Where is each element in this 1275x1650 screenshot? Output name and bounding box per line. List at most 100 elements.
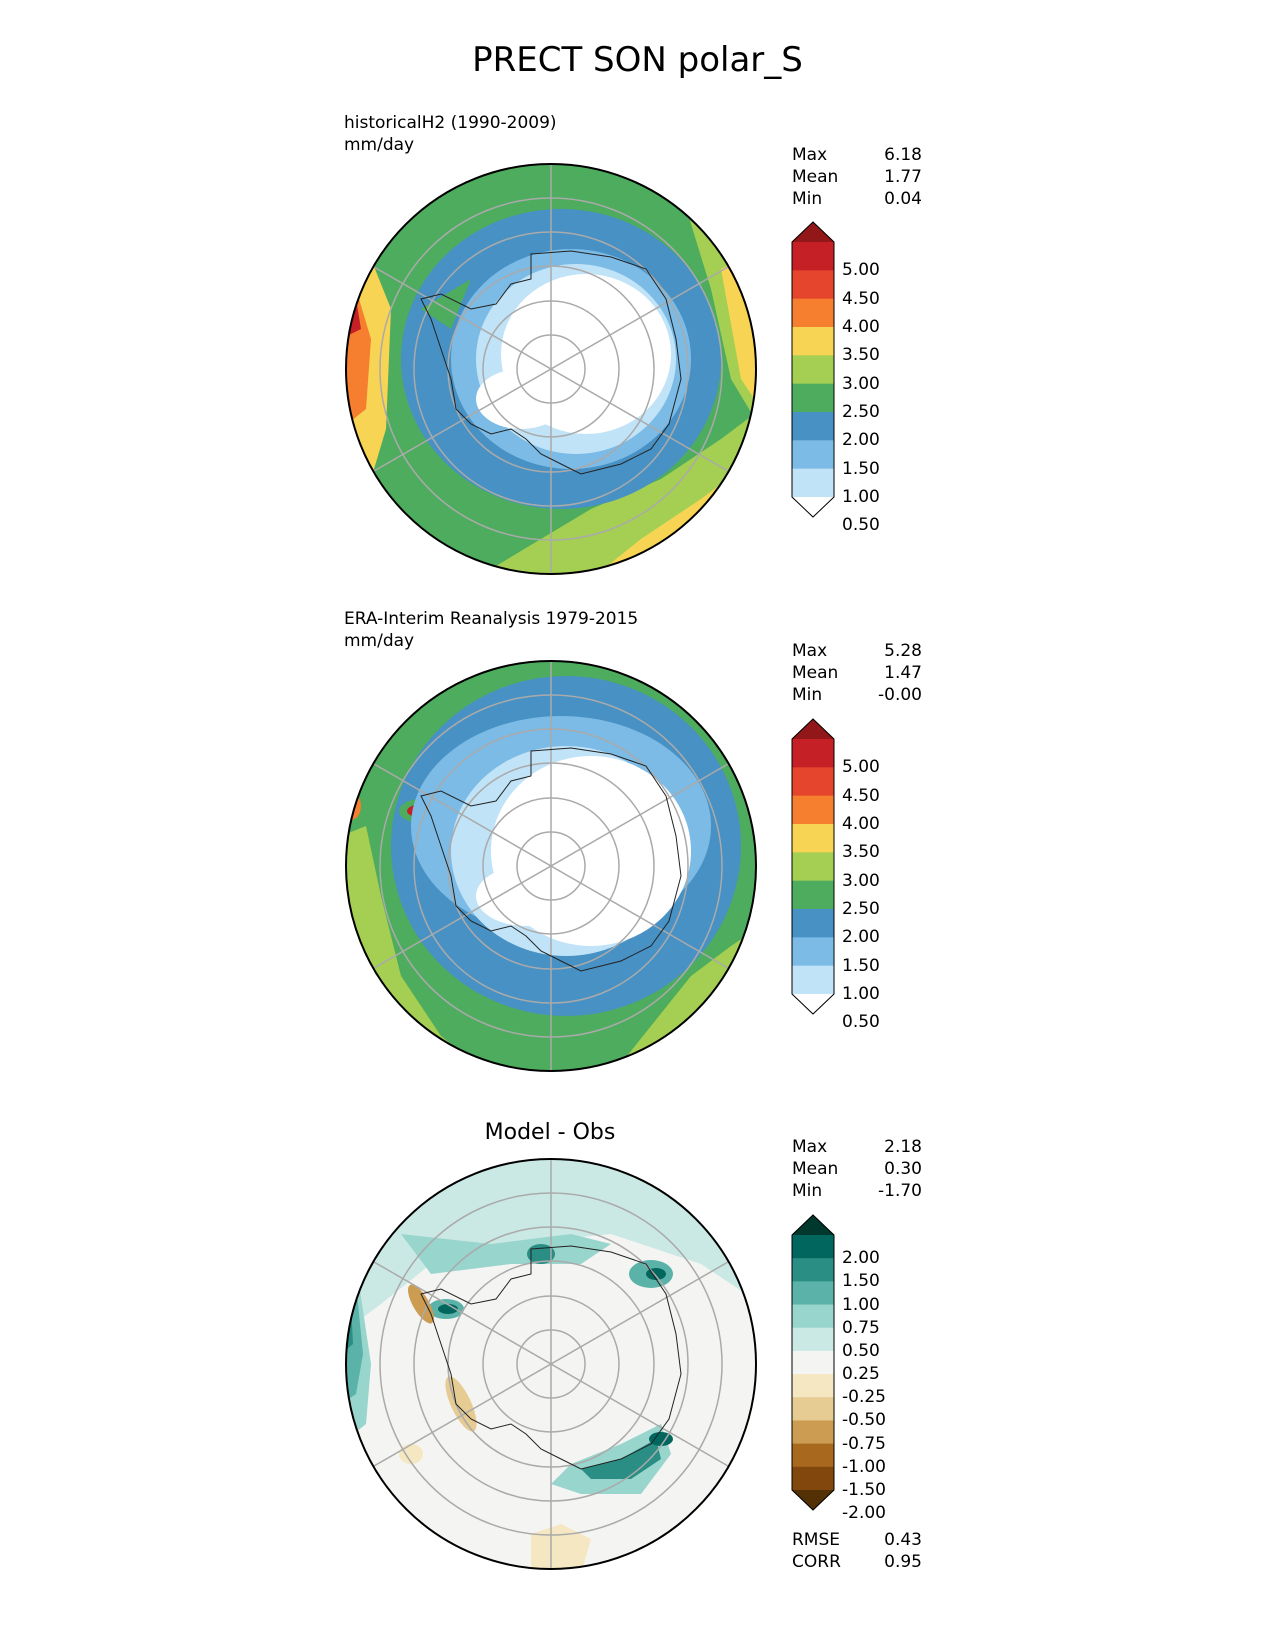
colorbar-outline	[791, 1214, 835, 1511]
stat-name: Min	[792, 189, 823, 209]
stat-name: Max	[792, 1137, 828, 1157]
colorbar-tick-label: 2.00	[842, 430, 880, 451]
model-panel-label: historicalH2 (1990-2009) mm/day	[344, 112, 557, 156]
colorbar-segment	[792, 994, 834, 1014]
colorbar-segment	[792, 222, 834, 242]
model-polar-map	[345, 163, 757, 575]
obs-units: mm/day	[344, 631, 415, 651]
colorbar-tick-label: 1.00	[842, 1294, 880, 1315]
diff-stats: Max 2.18 Mean 0.30 Min -1.70	[792, 1136, 922, 1202]
colorbar-tick-label: 4.50	[842, 288, 880, 309]
colorbar-tick-label: 3.50	[842, 842, 880, 863]
colorbar-tick-label: -0.50	[842, 1410, 886, 1431]
colorbar-tick-label: 4.00	[842, 317, 880, 337]
colorbar-tick-label: 5.00	[842, 260, 880, 281]
colorbar-tick-label: 1.00	[842, 487, 880, 507]
metric-value: 0.43	[884, 1530, 922, 1550]
colorbar-segment	[792, 1420, 834, 1445]
stat-name: Min	[792, 1181, 823, 1201]
stat-value: 5.28	[884, 641, 922, 661]
obs-panel-label: ERA-Interim Reanalysis 1979-2015 mm/day	[344, 608, 638, 652]
obs-colorbar	[791, 718, 835, 1015]
colorbar-segment	[792, 1327, 834, 1352]
colorbar-tick-label: 4.50	[842, 785, 880, 806]
colorbar-segment	[792, 1374, 834, 1398]
colorbar-segment	[792, 719, 834, 739]
colorbar-segment	[792, 795, 834, 825]
colorbar-tick-label: 1.00	[842, 984, 880, 1004]
colorbar-segment	[792, 1490, 834, 1510]
model-stats: Max 6.18 Mean 1.77 Min 0.04	[792, 144, 922, 210]
diff-polar-map	[345, 1158, 757, 1570]
colorbar-segment	[792, 1304, 834, 1329]
stat-value: 0.30	[884, 1159, 922, 1179]
colorbar-segment	[792, 270, 834, 300]
colorbar-tick-label: -1.00	[842, 1456, 886, 1477]
model-units: mm/day	[344, 135, 415, 155]
colorbar-tick-label: -2.00	[842, 1503, 886, 1524]
colorbar-tick-label: 3.00	[842, 373, 880, 394]
stat-name: Max	[792, 145, 828, 165]
colorbar-tick-label: 2.00	[842, 927, 880, 948]
colorbar-outline	[791, 718, 835, 1015]
colorbar-segment	[792, 440, 834, 470]
obs-polar-map	[345, 660, 757, 1072]
colorbar-segment	[792, 468, 834, 498]
colorbar-segment	[792, 965, 834, 995]
colorbar-segment	[792, 1281, 834, 1306]
colorbar-segment	[792, 497, 834, 517]
figure-title: PRECT SON polar_S	[472, 40, 803, 80]
stat-value: 1.47	[884, 663, 922, 683]
colorbar-tick-label: 3.00	[842, 870, 880, 891]
colorbar-tick-label: 0.25	[842, 1364, 880, 1385]
colorbar-segment	[792, 298, 834, 328]
colorbar-segment	[792, 1350, 834, 1375]
colorbar-segment	[792, 880, 834, 910]
colorbar-segment	[792, 383, 834, 413]
colorbar-tick-label: 5.00	[842, 757, 880, 778]
colorbar-segment	[792, 242, 834, 271]
colorbar-tick-label: 1.50	[842, 458, 880, 479]
colorbar-outline	[791, 221, 835, 518]
colorbar-segment	[792, 1397, 834, 1421]
colorbar-tick-label: -0.25	[842, 1387, 886, 1408]
stat-name: Mean	[792, 167, 839, 187]
colorbar-segment	[792, 1466, 834, 1491]
obs-stats: Max 5.28 Mean 1.47 Min -0.00	[792, 640, 922, 706]
stat-value: 0.04	[884, 189, 922, 209]
stat-name: Max	[792, 641, 828, 661]
diff-panel-title: Model - Obs	[484, 1120, 616, 1145]
model-colorbar	[791, 221, 835, 518]
stat-value: -0.00	[878, 685, 922, 705]
colorbar-segment	[792, 1215, 834, 1235]
diff-metrics: RMSE 0.43 CORR 0.95	[792, 1529, 922, 1573]
colorbar-segment	[792, 909, 834, 938]
colorbar-tick-label: 1.50	[842, 1271, 880, 1292]
colorbar-tick-label: 4.00	[842, 814, 880, 834]
colorbar-segment	[792, 767, 834, 797]
stat-value: 2.18	[884, 1137, 922, 1157]
colorbar-segment	[792, 355, 834, 385]
colorbar-tick-label: 2.50	[842, 402, 880, 422]
colorbar-segment	[792, 852, 834, 882]
colorbar-tick-label: 3.50	[842, 345, 880, 366]
diff-colorbar	[791, 1214, 835, 1511]
stat-name: Min	[792, 685, 823, 705]
stat-value: 6.18	[884, 145, 922, 165]
metric-name: RMSE	[792, 1530, 841, 1550]
colorbar-segment	[792, 412, 834, 441]
colorbar-tick-label: 0.50	[842, 1012, 880, 1033]
colorbar-segment	[792, 1235, 834, 1259]
colorbar-tick-label: 0.50	[842, 515, 880, 536]
colorbar-tick-label: -0.75	[842, 1433, 886, 1454]
colorbar-tick-label: 2.50	[842, 899, 880, 919]
obs-label-line1: ERA-Interim Reanalysis 1979-2015	[344, 609, 639, 629]
metric-value: 0.95	[884, 1552, 922, 1572]
colorbar-tick-label: 2.00	[842, 1248, 880, 1269]
metric-name: CORR	[792, 1552, 841, 1572]
colorbar-tick-label: 1.50	[842, 955, 880, 976]
colorbar-segment	[792, 1443, 834, 1468]
model-label-line1: historicalH2 (1990-2009)	[344, 113, 557, 133]
stat-value: 1.77	[884, 167, 922, 187]
colorbar-tick-label: 0.75	[842, 1317, 880, 1338]
